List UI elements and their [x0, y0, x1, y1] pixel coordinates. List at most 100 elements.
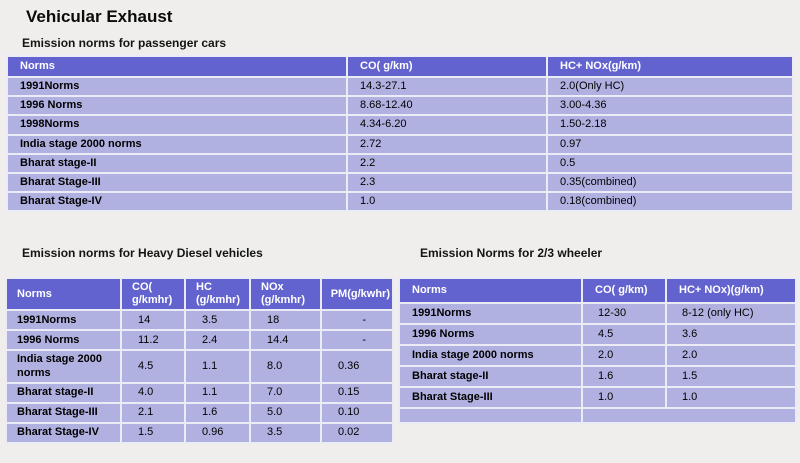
norm-name-cell: India stage 2000 norms: [6, 133, 348, 155]
norm-name-cell: India stage 2000 norms: [5, 349, 122, 384]
value-cell: 5.0: [249, 401, 322, 424]
table-row: Bharat stage-II 2.2 0.5: [6, 152, 794, 174]
value-cell: 0.97: [546, 133, 794, 155]
value-cell: 7.0: [249, 381, 322, 404]
norm-name-cell: 1996 Norms: [398, 323, 583, 346]
value-cell: 3.00-4.36: [546, 95, 794, 117]
value-cell: -: [320, 309, 394, 332]
table-row: 1991Norms 12-30 8-12 (only HC): [398, 302, 797, 325]
value-cell: 0.36: [320, 349, 394, 384]
page-title: Vehicular Exhaust: [26, 7, 173, 26]
table-row: 1998Norms 4.34-6.20 1.50-2.18: [6, 114, 794, 136]
table-row: 1996 Norms 4.5 3.6: [398, 323, 797, 346]
table-row: 1991Norms 14.3-27.1 2.0(Only HC): [6, 75, 794, 98]
norm-name-cell: Bharat Stage-III: [398, 386, 583, 409]
column-header: PM(g/kwhr): [320, 276, 394, 312]
table-row: 1991Norms 14 3.5 18-: [5, 309, 394, 332]
table-row: Bharat Stage-III 2.1 1.6 5.0 0.10: [5, 401, 394, 424]
section-title-passenger-cars: Emission norms for passenger cars: [22, 36, 227, 50]
value-cell: 2.72: [346, 133, 548, 155]
norm-name-cell: Bharat Stage-III: [6, 171, 348, 194]
norm-name-cell: Bharat Stage-IV: [6, 191, 348, 213]
table-header-row: Norms CO( g/km) HC+ NOx(g/km): [6, 55, 794, 78]
column-header: HC+ NOx)(g/km): [665, 277, 797, 304]
norm-name-cell: 1991Norms: [5, 309, 122, 332]
value-cell: 12-30: [581, 302, 667, 325]
value-cell: 4.5: [120, 349, 186, 384]
norm-name-cell: Bharat Stage-III: [5, 401, 122, 424]
value-cell: 0.96: [184, 421, 251, 444]
value-cell: 4.0: [120, 381, 186, 404]
heavy-diesel-section: Emission norms for Heavy Diesel vehicles…: [5, 243, 394, 444]
table-row: Bharat stage-II 1.6 1.5: [398, 365, 797, 388]
table-row: Bharat Stage-IV 1.5 0.96 3.5 0.02: [5, 421, 394, 444]
value-cell: 1.0: [581, 386, 667, 409]
value-cell: 0.5: [546, 152, 794, 174]
column-header: HC+ NOx(g/km): [546, 55, 794, 78]
norm-name-cell: Bharat Stage-IV: [5, 421, 122, 444]
value-cell: 2.1: [120, 401, 186, 424]
value-cell: 8.0: [249, 349, 322, 384]
column-header: Norms: [5, 276, 122, 312]
value-cell: 1.1: [184, 349, 251, 384]
table-row: India stage 2000 norms 4.5 1.1 8.0 0.36: [5, 349, 394, 384]
two-three-wheeler-section: Emission Norms for 2/3 wheeler Norms CO( …: [398, 243, 797, 424]
table-row: Bharat Stage-III 1.0 1.0: [398, 386, 797, 409]
heavy-diesel-emission-table: Norms CO( g/kmhr) HC (g/kmhr) NOx (g/kmhr) P…: [5, 276, 394, 444]
norm-name-cell: 1996 Norms: [5, 329, 122, 352]
value-cell: 3.6: [665, 323, 797, 346]
value-cell: 1.5: [120, 421, 186, 444]
column-header: CO( g/kmhr): [120, 276, 186, 312]
value-cell: 2.0(Only HC): [546, 75, 794, 98]
table-row: Bharat stage-II 4.0 1.1 7.0 0.15: [5, 381, 394, 404]
column-header: NOx (g/kmhr): [249, 276, 322, 312]
table-row: India stage 2000 norms 2.72 0.97: [6, 133, 794, 155]
value-cell: 1.1: [184, 381, 251, 404]
column-header: HC (g/kmhr): [184, 276, 251, 312]
value-cell: 11.2: [120, 329, 186, 352]
value-cell: 0.15: [320, 381, 394, 404]
value-cell: 8-12 (only HC): [665, 302, 797, 325]
table-row: 1996 Norms 8.68-12.40 3.00-4.36: [6, 95, 794, 117]
value-cell: 2.4: [184, 329, 251, 352]
value-cell: [581, 407, 797, 424]
value-cell: 14.4: [249, 329, 322, 352]
value-cell: 1.5: [665, 365, 797, 388]
value-cell: 1.50-2.18: [546, 114, 794, 136]
value-cell: 0.10: [320, 401, 394, 424]
value-cell: 8.68-12.40: [346, 95, 548, 117]
value-cell: 14: [120, 309, 186, 332]
value-cell: 0.02: [320, 421, 394, 444]
table-header-row: Norms CO( g/kmhr) HC (g/kmhr) NOx (g/kmhr) P…: [5, 276, 394, 312]
table-row: [398, 407, 797, 424]
value-cell: 0.35(combined): [546, 171, 794, 194]
norm-name-cell: Bharat stage-II: [398, 365, 583, 388]
value-cell: 2.3: [346, 171, 548, 194]
value-cell: 4.34-6.20: [346, 114, 548, 136]
value-cell: 2.0: [665, 344, 797, 367]
value-cell: 0.18(combined): [546, 191, 794, 213]
value-cell: 2.0: [581, 344, 667, 367]
section-title-heavy-diesel: Emission norms for Heavy Diesel vehicles: [22, 246, 263, 260]
norm-name-cell: Bharat stage-II: [6, 152, 348, 174]
norm-name-cell: India stage 2000 norms: [398, 344, 583, 367]
value-cell: 3.5: [184, 309, 251, 332]
column-header: Norms: [6, 55, 348, 78]
value-cell: -: [320, 329, 394, 352]
table-row: Bharat Stage-III 2.3 0.35(combined): [6, 171, 794, 194]
column-header: CO( g/km): [581, 277, 667, 304]
value-cell: 1.6: [184, 401, 251, 424]
norm-name-cell: 1996 Norms: [6, 95, 348, 117]
table-row: Bharat Stage-IV 1.0 0.18(combined): [6, 191, 794, 213]
column-header: Norms: [398, 277, 583, 304]
value-cell: 1.0: [346, 191, 548, 213]
two-three-wheeler-emission-table: Norms CO( g/km) HC+ NOx)(g/km) 1991Norms 12-…: [398, 277, 797, 424]
value-cell: 18: [249, 309, 322, 332]
value-cell: 3.5: [249, 421, 322, 444]
norm-name-cell: 1991Norms: [6, 75, 348, 98]
value-cell: 1.0: [665, 386, 797, 409]
value-cell: 2.2: [346, 152, 548, 174]
norm-name-cell: 1998Norms: [6, 114, 348, 136]
norm-name-cell: Bharat stage-II: [5, 381, 122, 404]
